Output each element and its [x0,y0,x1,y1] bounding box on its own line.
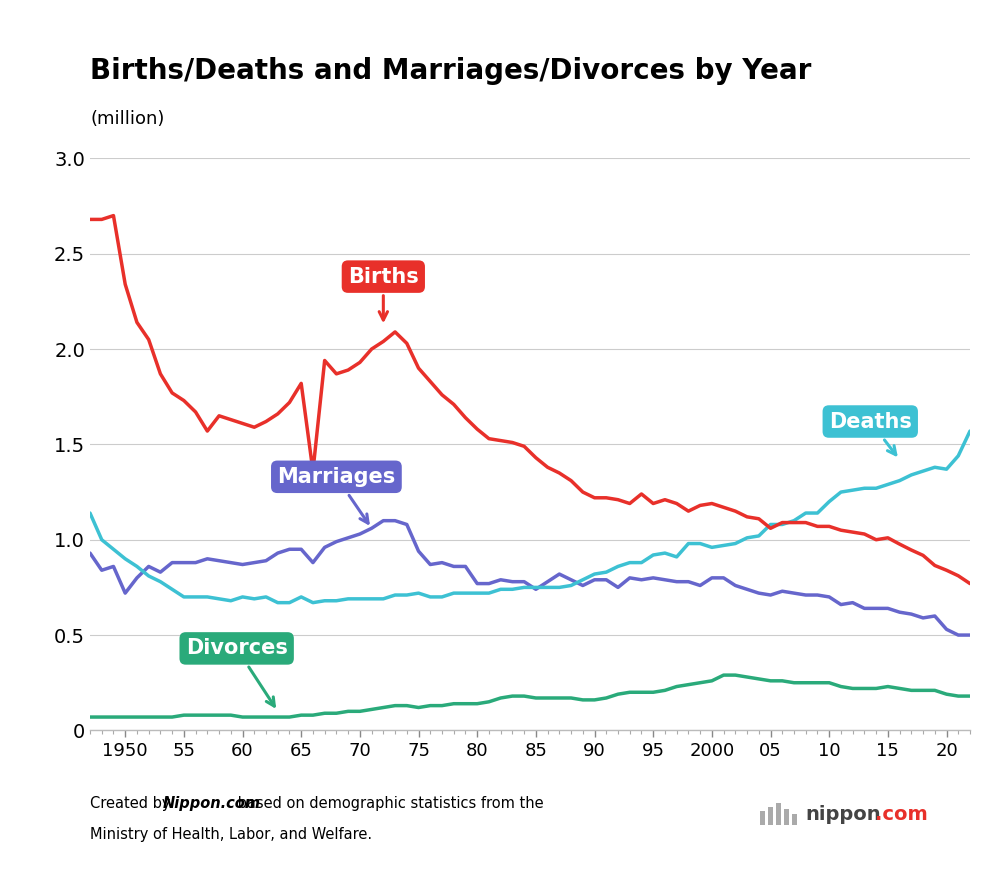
Text: Deaths: Deaths [829,412,912,455]
Text: Marriages: Marriages [277,466,396,524]
Text: Births: Births [348,267,419,320]
Text: nippon: nippon [805,804,881,824]
Text: (million): (million) [90,110,164,128]
Text: Created by: Created by [90,796,175,811]
Text: Births/Deaths and Marriages/Divorces by Year: Births/Deaths and Marriages/Divorces by … [90,57,811,85]
Text: Nippon.com: Nippon.com [163,796,261,811]
Text: based on demographic statistics from the: based on demographic statistics from the [233,796,544,811]
Text: Ministry of Health, Labor, and Welfare.: Ministry of Health, Labor, and Welfare. [90,827,372,842]
Text: .com: .com [875,804,928,824]
Text: Divorces: Divorces [186,638,288,706]
